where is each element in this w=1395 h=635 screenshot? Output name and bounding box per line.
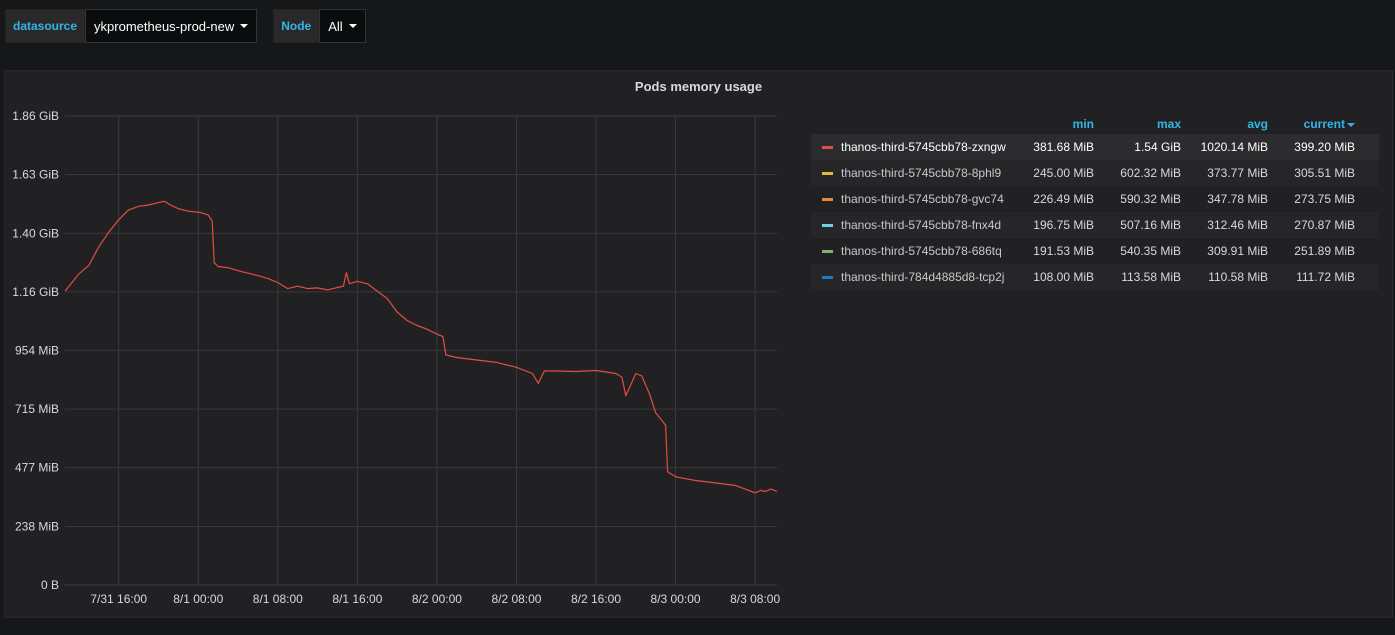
- y-tick-label: 238 MiB: [15, 519, 59, 533]
- legend-value-max: 113.58 MiB: [1121, 270, 1181, 284]
- legend-value-avg: 347.78 MiB: [1207, 192, 1268, 206]
- x-tick-label: 8/2 08:00: [491, 592, 541, 606]
- legend-value-max: 507.16 MiB: [1120, 218, 1181, 232]
- legend-value-max: 1.54 GiB: [1134, 140, 1181, 154]
- legend-row[interactable]: thanos-third-5745cbb78-gvc74 226.49 MiB 59…: [811, 186, 1379, 212]
- y-tick-label: 715 MiB: [15, 402, 59, 416]
- x-tick-label: 8/2 16:00: [571, 592, 621, 606]
- legend-value-current: 111.72 MiB: [1296, 270, 1355, 284]
- legend-value-max: 540.35 MiB: [1120, 244, 1181, 258]
- y-tick-label: 954 MiB: [15, 343, 59, 357]
- legend-row[interactable]: thanos-third-784d4885d8-tcp2j 108.00 MiB 1…: [811, 264, 1379, 290]
- node-value: All: [328, 18, 343, 34]
- series-color-icon[interactable]: [822, 145, 833, 149]
- legend-value-avg: 309.91 MiB: [1207, 244, 1268, 258]
- legend-table: min max avg current thanos-third-5745cbb…: [811, 114, 1379, 290]
- legend-row[interactable]: thanos-third-5745cbb78-zxngw 381.68 MiB 1.…: [811, 134, 1379, 160]
- graph-panel: Pods memory usage 0 B 238 MiB 477 MiB 715 M…: [4, 70, 1393, 618]
- series-color-icon[interactable]: [822, 249, 833, 253]
- y-tick-label: 1.63 GiB: [12, 168, 59, 182]
- legend-value-avg: 312.46 MiB: [1207, 218, 1268, 232]
- legend-value-min: 226.49 MiB: [1033, 192, 1094, 206]
- legend-col-current[interactable]: current: [1272, 117, 1359, 131]
- y-tick-label: 1.16 GiB: [12, 285, 59, 299]
- series-name[interactable]: thanos-third-5745cbb78-686tq: [841, 244, 1002, 258]
- sort-desc-icon: [1347, 122, 1355, 127]
- legend-value-current: 270.87 MiB: [1294, 218, 1355, 232]
- legend-rows: thanos-third-5745cbb78-zxngw 381.68 MiB 1.…: [811, 134, 1379, 290]
- datasource-dropdown[interactable]: ykprometheus-prod-new: [85, 9, 258, 43]
- series-name[interactable]: thanos-third-5745cbb78-gvc74: [841, 192, 1004, 206]
- legend-col-avg[interactable]: avg: [1247, 117, 1268, 131]
- node-dropdown[interactable]: All: [319, 9, 366, 43]
- series-color-icon[interactable]: [822, 223, 833, 227]
- node-variable: Node All: [273, 9, 366, 43]
- datasource-variable: datasource ykprometheus-prod-new: [5, 9, 258, 43]
- legend-row[interactable]: thanos-third-5745cbb78-8phl9 245.00 MiB 60…: [811, 160, 1379, 186]
- template-variables-bar: datasource ykprometheus-prod-new Node Al…: [5, 9, 366, 45]
- legend-col-current-label: current: [1303, 117, 1345, 131]
- legend-row[interactable]: thanos-third-5745cbb78-fnx4d 196.75 MiB 50…: [811, 212, 1379, 238]
- legend-value-min: 191.53 MiB: [1033, 244, 1094, 258]
- legend-value-current: 305.51 MiB: [1294, 166, 1355, 180]
- x-tick-label: 8/3 08:00: [730, 592, 780, 606]
- series-color-icon[interactable]: [822, 197, 833, 201]
- legend-col-min[interactable]: min: [1072, 117, 1094, 131]
- y-tick-label: 0 B: [41, 578, 59, 592]
- x-tick-label: 8/2 00:00: [412, 592, 462, 606]
- legend-row[interactable]: thanos-third-5745cbb78-686tq 191.53 MiB 54…: [811, 238, 1379, 264]
- panel-title[interactable]: Pods memory usage: [634, 79, 763, 94]
- y-tick-label: 477 MiB: [15, 461, 59, 475]
- legend-value-avg: 373.77 MiB: [1207, 166, 1268, 180]
- series-color-icon[interactable]: [822, 171, 833, 175]
- x-tick-label: 8/1 08:00: [253, 592, 303, 606]
- y-tick-label: 1.86 GiB: [12, 109, 59, 123]
- series-name[interactable]: thanos-third-5745cbb78-zxngw: [841, 140, 1006, 154]
- series-name[interactable]: thanos-third-784d4885d8-tcp2j: [841, 270, 1005, 284]
- legend-value-current: 251.89 MiB: [1294, 244, 1355, 258]
- legend-value-current: 399.20 MiB: [1294, 140, 1355, 154]
- y-tick-label: 1.40 GiB: [12, 226, 59, 240]
- legend-value-max: 602.32 MiB: [1120, 166, 1181, 180]
- x-tick-label: 8/3 00:00: [651, 592, 701, 606]
- x-tick-label: 8/1 16:00: [332, 592, 382, 606]
- legend-value-max: 590.32 MiB: [1120, 192, 1181, 206]
- legend-col-max[interactable]: max: [1156, 117, 1181, 131]
- node-variable-label: Node: [273, 9, 320, 43]
- datasource-variable-label: datasource: [5, 9, 86, 43]
- legend-value-avg: 1020.14 MiB: [1200, 140, 1268, 154]
- x-tick-label: 7/31 16:00: [90, 592, 147, 606]
- series-name[interactable]: thanos-third-5745cbb78-8phl9: [841, 166, 1002, 180]
- series-name[interactable]: thanos-third-5745cbb78-fnx4d: [841, 218, 1002, 232]
- legend-value-min: 196.75 MiB: [1033, 218, 1094, 232]
- caret-down-icon: [348, 24, 357, 28]
- x-tick-label: 8/1 00:00: [173, 592, 223, 606]
- series-line[interactable]: [64, 200, 778, 494]
- series-color-icon[interactable]: [822, 275, 833, 279]
- legend-value-min: 108.00 MiB: [1033, 270, 1094, 284]
- caret-down-icon: [240, 24, 249, 28]
- legend-value-current: 273.75 MiB: [1294, 192, 1355, 206]
- memory-usage-chart[interactable]: 0 B 238 MiB 477 MiB 715 MiB 954 MiB 1.16 GiB 1…: [5, 71, 795, 617]
- legend-value-min: 381.68 MiB: [1033, 140, 1094, 154]
- legend-header: min max avg current: [811, 114, 1379, 134]
- legend-value-avg: 110.58 MiB: [1208, 270, 1268, 284]
- legend-value-min: 245.00 MiB: [1033, 166, 1094, 180]
- datasource-value: ykprometheus-prod-new: [94, 18, 235, 34]
